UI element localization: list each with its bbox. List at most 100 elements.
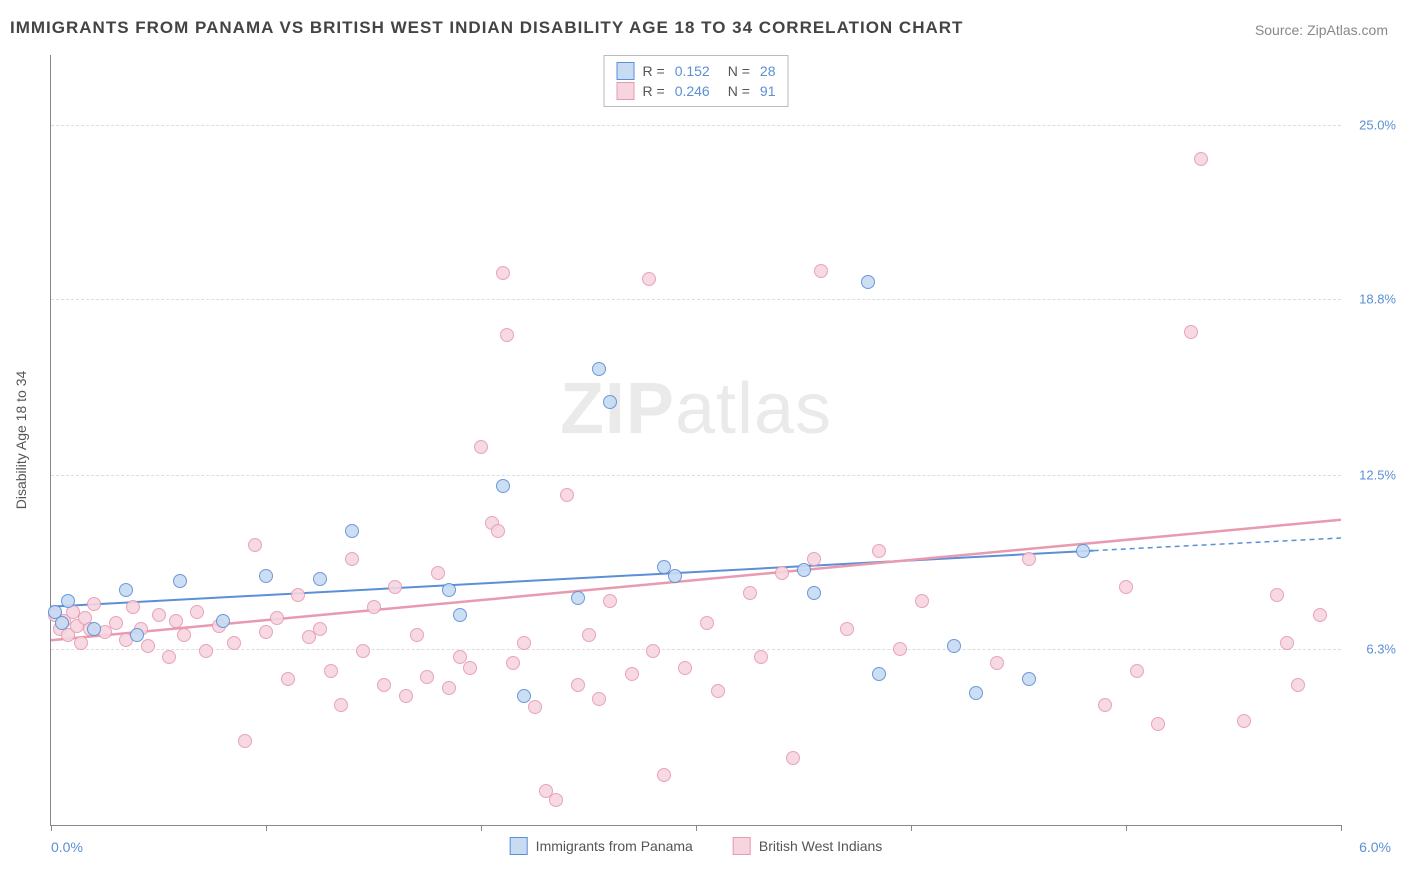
scatter-point-bwi [474, 440, 488, 454]
legend-n-label-2: N = [728, 83, 750, 99]
scatter-point-bwi [592, 692, 606, 706]
scatter-point-bwi [356, 644, 370, 658]
trend-lines [51, 55, 1341, 825]
scatter-point-bwi [807, 552, 821, 566]
legend-swatch-panama-2 [510, 837, 528, 855]
scatter-point-panama [119, 583, 133, 597]
scatter-point-panama [517, 689, 531, 703]
scatter-point-bwi [711, 684, 725, 698]
x-tick [911, 825, 912, 831]
scatter-point-bwi [814, 264, 828, 278]
gridline [51, 125, 1341, 126]
scatter-point-bwi [410, 628, 424, 642]
scatter-point-bwi [1022, 552, 1036, 566]
legend-row-bwi: R = 0.246 N = 91 [617, 81, 776, 101]
scatter-point-bwi [399, 689, 413, 703]
scatter-point-panama [872, 667, 886, 681]
legend-swatch-bwi-2 [733, 837, 751, 855]
scatter-point-panama [259, 569, 273, 583]
plot-area: ZIPatlas Disability Age 18 to 34 6.3%12.… [50, 55, 1341, 826]
scatter-point-bwi [190, 605, 204, 619]
scatter-point-bwi [334, 698, 348, 712]
legend-r-label-2: R = [643, 83, 665, 99]
scatter-point-panama [571, 591, 585, 605]
scatter-point-bwi [238, 734, 252, 748]
scatter-point-bwi [775, 566, 789, 580]
scatter-point-panama [87, 622, 101, 636]
watermark: ZIPatlas [560, 368, 832, 450]
correlation-legend: R = 0.152 N = 28 R = 0.246 N = 91 [604, 55, 789, 107]
scatter-point-bwi [1184, 325, 1198, 339]
scatter-point-bwi [177, 628, 191, 642]
x-axis-max-label: 6.0% [1359, 839, 1391, 855]
scatter-point-panama [313, 572, 327, 586]
legend-n-bwi: 91 [760, 83, 776, 99]
scatter-point-bwi [1280, 636, 1294, 650]
scatter-point-bwi [743, 586, 757, 600]
scatter-point-bwi [126, 600, 140, 614]
scatter-point-bwi [1130, 664, 1144, 678]
scatter-point-panama [55, 616, 69, 630]
scatter-point-bwi [324, 664, 338, 678]
scatter-point-bwi [291, 588, 305, 602]
scatter-point-panama [668, 569, 682, 583]
scatter-point-bwi [1119, 580, 1133, 594]
y-tick-label: 6.3% [1366, 641, 1396, 656]
scatter-point-panama [345, 524, 359, 538]
scatter-point-panama [603, 395, 617, 409]
scatter-point-bwi [87, 597, 101, 611]
scatter-point-panama [453, 608, 467, 622]
scatter-point-bwi [270, 611, 284, 625]
scatter-point-panama [496, 479, 510, 493]
scatter-point-bwi [603, 594, 617, 608]
scatter-point-bwi [646, 644, 660, 658]
scatter-point-bwi [453, 650, 467, 664]
chart-title: IMMIGRANTS FROM PANAMA VS BRITISH WEST I… [10, 18, 963, 38]
scatter-point-bwi [571, 678, 585, 692]
legend-label-panama: Immigrants from Panama [536, 838, 693, 854]
scatter-point-bwi [754, 650, 768, 664]
scatter-point-panama [592, 362, 606, 376]
scatter-point-bwi [657, 768, 671, 782]
x-tick [1126, 825, 1127, 831]
scatter-point-bwi [506, 656, 520, 670]
scatter-point-bwi [345, 552, 359, 566]
scatter-point-bwi [227, 636, 241, 650]
scatter-point-panama [1076, 544, 1090, 558]
y-tick-label: 18.8% [1359, 291, 1396, 306]
x-tick [266, 825, 267, 831]
legend-n-label: N = [728, 63, 750, 79]
scatter-point-bwi [367, 600, 381, 614]
scatter-point-bwi [463, 661, 477, 675]
scatter-point-bwi [549, 793, 563, 807]
scatter-point-panama [173, 574, 187, 588]
scatter-point-panama [947, 639, 961, 653]
scatter-point-bwi [1194, 152, 1208, 166]
legend-swatch-panama [617, 62, 635, 80]
gridline [51, 649, 1341, 650]
scatter-point-bwi [1313, 608, 1327, 622]
chart-source: Source: ZipAtlas.com [1255, 22, 1388, 38]
legend-item-bwi: British West Indians [733, 837, 882, 855]
scatter-point-bwi [388, 580, 402, 594]
scatter-point-panama [861, 275, 875, 289]
scatter-point-panama [807, 586, 821, 600]
scatter-point-bwi [162, 650, 176, 664]
legend-swatch-bwi [617, 82, 635, 100]
scatter-point-bwi [528, 700, 542, 714]
scatter-point-bwi [74, 636, 88, 650]
scatter-point-bwi [431, 566, 445, 580]
scatter-point-bwi [872, 544, 886, 558]
legend-item-panama: Immigrants from Panama [510, 837, 693, 855]
scatter-point-bwi [582, 628, 596, 642]
scatter-point-bwi [786, 751, 800, 765]
scatter-point-bwi [990, 656, 1004, 670]
scatter-point-bwi [560, 488, 574, 502]
scatter-point-bwi [169, 614, 183, 628]
scatter-point-bwi [199, 644, 213, 658]
legend-r-bwi: 0.246 [675, 83, 710, 99]
scatter-point-panama [797, 563, 811, 577]
x-tick [481, 825, 482, 831]
gridline [51, 475, 1341, 476]
scatter-point-bwi [313, 622, 327, 636]
